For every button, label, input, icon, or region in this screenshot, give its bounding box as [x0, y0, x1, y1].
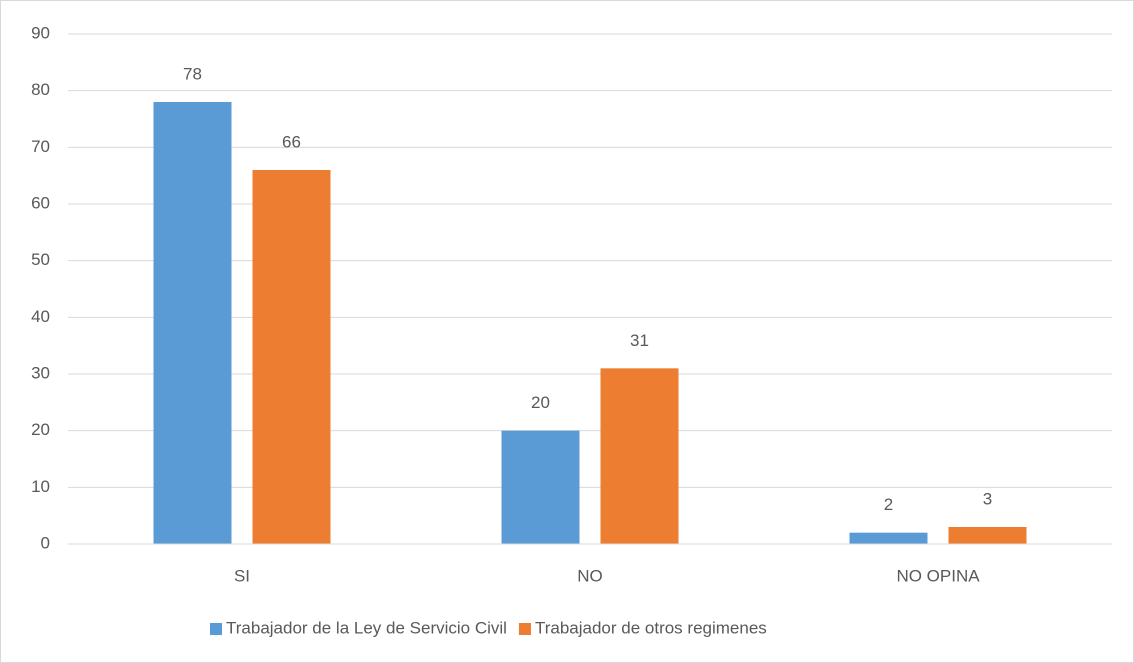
x-tick-label: NO: [577, 566, 603, 585]
legend-label: Trabajador de la Ley de Servicio Civil: [226, 618, 507, 637]
y-tick-label: 90: [31, 23, 50, 42]
y-tick-label: 30: [31, 363, 50, 382]
data-label: 20: [531, 393, 550, 412]
legend-label: Trabajador de otros regimenes: [535, 618, 767, 637]
legend-swatch: [210, 623, 222, 635]
y-tick-label: 0: [41, 533, 50, 552]
x-tick-label: SI: [234, 566, 250, 585]
bar: [849, 532, 928, 544]
y-tick-label: 10: [31, 477, 50, 496]
y-tick-label: 20: [31, 420, 50, 439]
x-tick-label: NO OPINA: [896, 566, 980, 585]
y-tick-label: 80: [31, 80, 50, 99]
bar: [600, 368, 679, 544]
y-tick-label: 50: [31, 250, 50, 269]
y-tick-label: 60: [31, 193, 50, 212]
bar: [153, 102, 232, 544]
bar: [501, 430, 580, 544]
data-label: 31: [630, 331, 649, 350]
data-label: 78: [183, 64, 202, 83]
bar: [948, 527, 1027, 544]
bar: [252, 170, 331, 544]
data-label: 66: [282, 132, 301, 151]
data-label: 2: [884, 495, 893, 514]
data-label: 3: [983, 489, 992, 508]
legend-swatch: [518, 623, 531, 635]
y-tick-label: 70: [31, 137, 50, 156]
y-tick-label: 40: [31, 307, 50, 326]
